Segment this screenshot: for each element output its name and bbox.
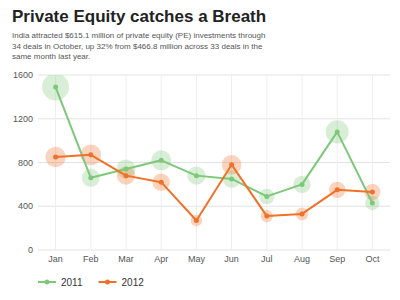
- point: [229, 176, 234, 181]
- point: [159, 180, 164, 185]
- legend-marker: [105, 280, 110, 285]
- y-tick-label: 1200: [13, 114, 33, 124]
- x-tick-label: Apr: [154, 254, 168, 264]
- bubble: [151, 150, 171, 170]
- x-tick-label: Oct: [365, 254, 380, 264]
- point: [370, 200, 375, 205]
- point: [335, 187, 340, 192]
- point: [335, 129, 340, 134]
- bubble: [42, 75, 69, 101]
- series-line: [56, 87, 373, 203]
- point: [159, 158, 164, 163]
- bubble: [117, 166, 135, 184]
- bubble: [222, 155, 242, 175]
- x-tick-label: Jun: [224, 254, 239, 264]
- x-grid-line: [266, 75, 267, 250]
- subtitle-line: India attracted $615.1 million of privat…: [12, 31, 265, 40]
- bubble: [326, 120, 349, 143]
- x-tick-label: Feb: [83, 254, 99, 264]
- point: [88, 152, 93, 157]
- point: [264, 194, 269, 199]
- grid: [38, 75, 390, 250]
- legend: 2011 2012: [38, 277, 144, 288]
- y-tick-label: 0: [28, 245, 33, 255]
- subtitle-line: same month last year.: [12, 52, 90, 61]
- point: [124, 173, 129, 178]
- x-tick-label: Jul: [261, 254, 273, 264]
- bubble: [293, 176, 310, 193]
- x-grid-line: [302, 75, 303, 250]
- x-grid-line: [372, 75, 373, 250]
- point: [300, 182, 305, 187]
- legend-label: 2011: [61, 277, 83, 288]
- bubble: [82, 169, 100, 187]
- legend-label: 2012: [122, 277, 145, 288]
- point: [194, 173, 199, 178]
- bubble: [259, 189, 274, 204]
- point: [370, 190, 375, 195]
- series-line: [56, 155, 373, 221]
- legend-marker: [45, 280, 50, 285]
- subtitle: India attracted $615.1 million of privat…: [12, 31, 265, 61]
- chart: Private Equity catches a Breath India att…: [0, 0, 400, 300]
- x-grid-line: [337, 75, 338, 250]
- point: [229, 162, 234, 167]
- y-tick-label: 400: [18, 201, 33, 211]
- point: [53, 85, 58, 90]
- y-tick-label: 800: [18, 158, 33, 168]
- point: [300, 211, 305, 216]
- point: [194, 218, 199, 223]
- point: [264, 214, 269, 219]
- y-tick-label: 1600: [13, 70, 33, 80]
- point: [124, 167, 129, 172]
- subtitle-line: 34 deals in October, up 32% from $466.8 …: [12, 42, 263, 51]
- title: Private Equity catches a Breath: [12, 7, 266, 26]
- x-tick-label: Aug: [294, 254, 310, 264]
- x-tick-label: May: [188, 254, 206, 264]
- point: [53, 155, 58, 160]
- plot-area: [42, 75, 380, 226]
- x-tick-label: Mar: [118, 254, 134, 264]
- x-tick-label: Jan: [48, 254, 63, 264]
- point: [88, 175, 93, 180]
- x-tick-label: Sep: [329, 254, 345, 264]
